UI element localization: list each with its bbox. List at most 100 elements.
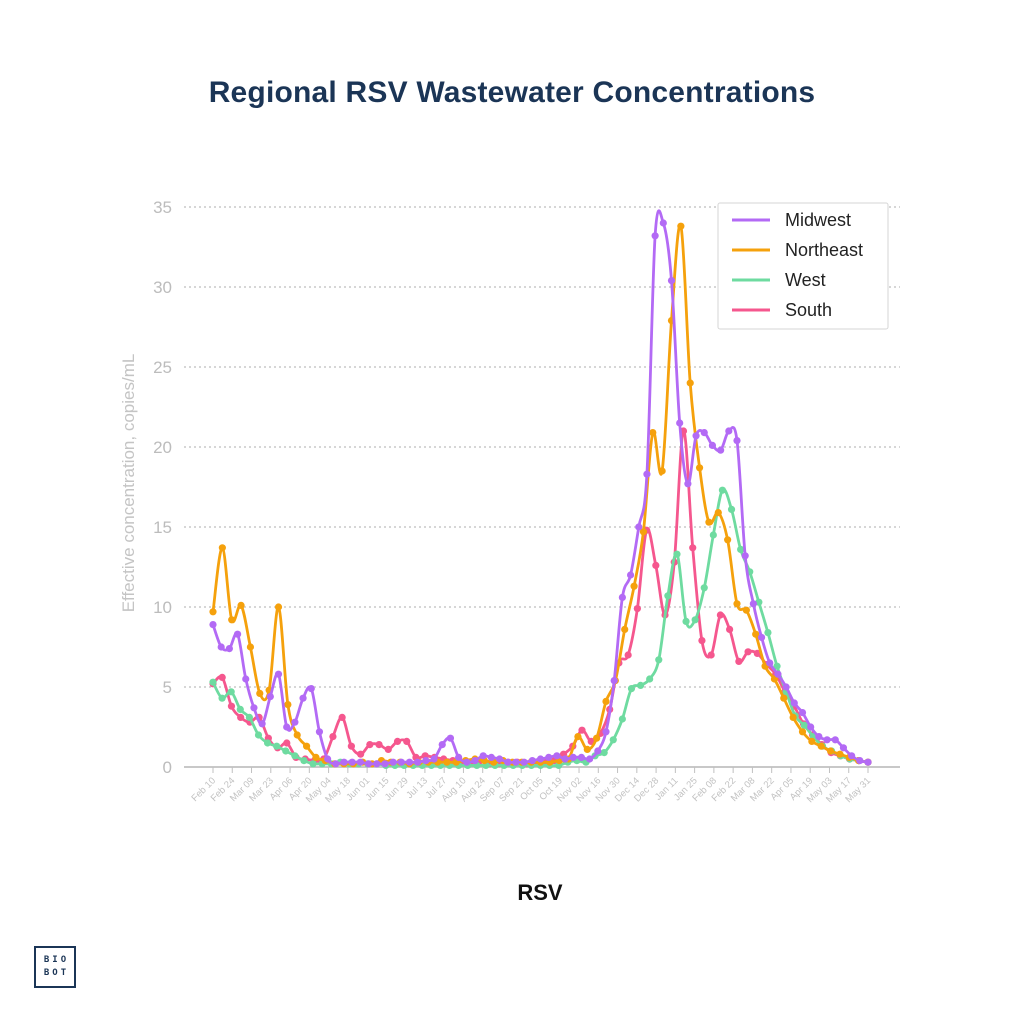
data-point [790,699,798,707]
data-point [817,742,825,750]
data-point [691,616,699,624]
data-point [624,651,632,659]
data-point [658,467,666,475]
data-point [282,747,290,755]
data-point [708,441,717,449]
legend: Midwest Northeast West South [717,202,889,330]
data-point [725,427,733,435]
data-point [291,752,299,760]
data-point [414,758,422,766]
data-point [364,760,373,768]
data-point [340,758,348,766]
data-point [602,697,610,706]
data-point [621,625,629,634]
data-point [630,582,638,590]
data-point [569,753,577,762]
data-point [293,731,301,739]
data-point [487,753,495,762]
data-point [716,611,724,619]
data-point [553,752,561,760]
data-point [218,544,226,552]
data-point [741,552,749,560]
data-point [682,617,690,626]
data-point [217,643,225,651]
y-tick-label: 30 [153,278,172,297]
data-point [495,755,504,763]
data-point [700,584,708,592]
data-point [695,464,704,472]
data-point [528,757,536,765]
data-point [438,741,446,749]
data-point [300,757,308,765]
data-point [752,630,760,638]
data-point [574,733,582,741]
data-point [627,685,636,693]
series-line [211,487,869,768]
data-point [826,747,835,755]
data-point [263,739,272,747]
y-axis-label: Effective concentration, copies/mL [119,354,138,613]
legend-label: Midwest [785,210,851,230]
data-point [677,222,685,230]
data-point [726,625,734,634]
data-point [764,629,772,637]
data-point [707,651,715,659]
data-point [733,600,741,608]
data-point [283,723,291,731]
data-point [789,713,797,722]
data-point [856,757,864,765]
data-point [593,734,601,742]
data-point [381,760,389,768]
legend-label: West [785,270,826,290]
data-point [273,742,281,750]
data-point [633,605,641,613]
data-point [299,694,307,702]
data-point [749,600,757,608]
y-tick-label: 20 [153,438,172,457]
biobot-logo: BIO BOT [34,946,76,988]
data-point [209,678,217,686]
series-west [209,486,872,770]
data-point [667,277,676,285]
data-point [357,750,365,758]
data-point [659,219,667,227]
data-point [636,681,645,690]
data-point [338,713,346,722]
data-point [393,737,402,746]
data-point [405,758,414,766]
data-point [228,616,236,624]
data-point [652,561,660,570]
data-point [649,429,657,437]
data-point [446,734,455,742]
data-point [561,755,569,763]
y-tick-label: 5 [163,678,172,697]
data-point [237,601,245,610]
data-point [586,755,594,763]
data-point [237,713,245,722]
data-point [329,733,337,741]
data-point [815,733,823,741]
data-point [651,232,659,240]
data-point [443,758,451,766]
data-point [366,741,374,749]
data-point [315,728,324,736]
data-point [757,633,766,642]
data-point [455,753,463,762]
data-point [609,736,617,744]
data-point [744,648,752,656]
y-tick-label: 15 [153,518,172,537]
data-point [831,736,839,744]
data-point [766,659,774,667]
data-point [782,683,790,691]
data-point [807,723,815,731]
data-point [742,606,750,614]
data-point [324,755,332,763]
data-point [773,662,781,670]
data-point [639,528,648,536]
data-point [700,429,708,437]
data-point [520,758,528,766]
series-south [209,427,872,768]
data-point [798,728,807,736]
